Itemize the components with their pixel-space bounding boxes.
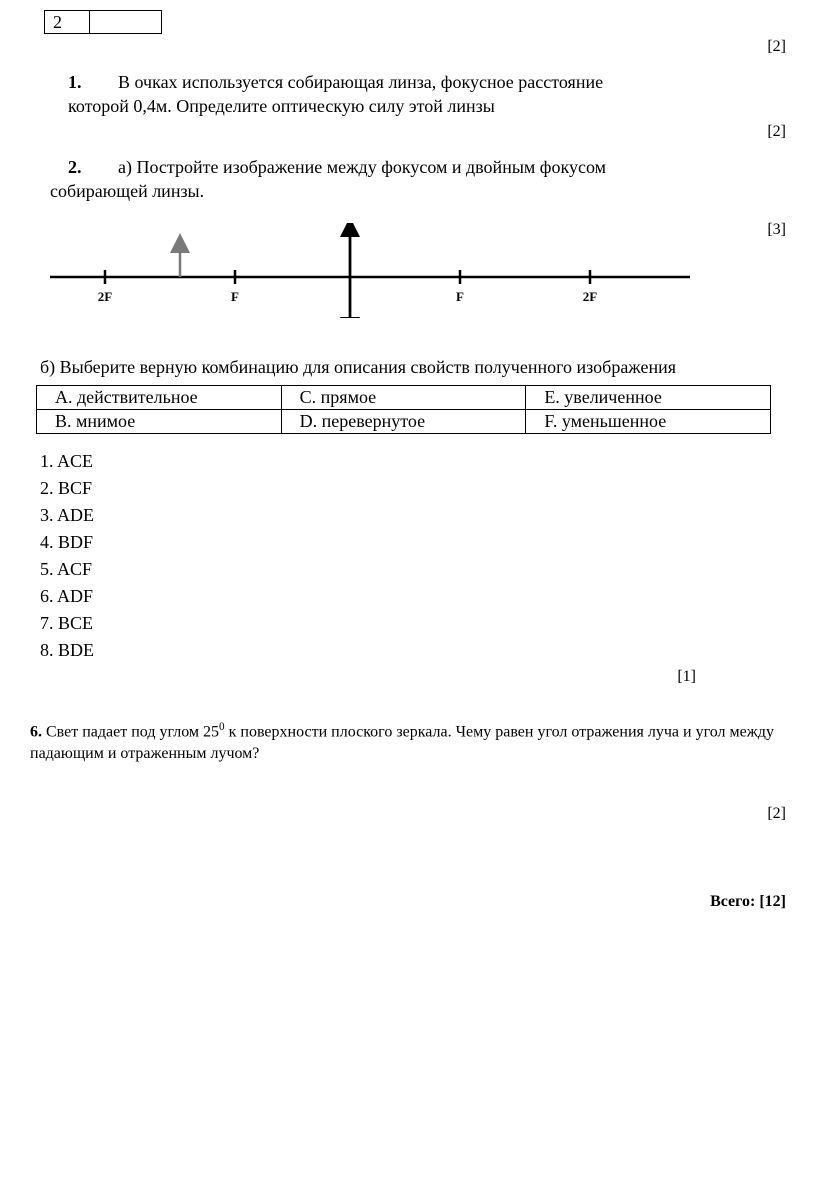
q1-line1: В очках используется собирающая линза, ф… bbox=[118, 72, 603, 92]
cell-b: B. мнимое bbox=[37, 410, 282, 434]
q2-line2: собирающей линзы. bbox=[50, 181, 204, 201]
svg-text:F: F bbox=[456, 289, 464, 304]
cell-d: D. перевернутое bbox=[281, 410, 526, 434]
q2-num: 2. bbox=[68, 155, 118, 179]
option-4: 4. BDF bbox=[40, 529, 786, 556]
q2-line1: а) Постройте изображение между фокусом и… bbox=[118, 157, 606, 177]
q1-line2: которой 0,4м. Определите оптическую силу… bbox=[68, 96, 495, 116]
header-cell-right bbox=[89, 11, 161, 33]
cell-c: C. прямое bbox=[281, 386, 526, 410]
q6-text1: Свет падает под углом 25 bbox=[42, 724, 219, 741]
option-7: 7. BCE bbox=[40, 610, 786, 637]
lens-diagram: 2F F F 2F bbox=[40, 223, 700, 323]
points-2: [2] bbox=[30, 123, 786, 141]
cell-e: E. увеличенное bbox=[526, 386, 771, 410]
option-2: 2. BCF bbox=[40, 475, 786, 502]
question-2b: б) Выберите верную комбинацию для описан… bbox=[40, 355, 786, 379]
option-1: 1. ACE bbox=[40, 448, 786, 475]
points-1: [2] bbox=[30, 38, 786, 56]
cell-a: A. действительное bbox=[37, 386, 282, 410]
svg-text:2F: 2F bbox=[98, 289, 113, 304]
points-5: [2] bbox=[30, 805, 786, 823]
q6-num: 6. bbox=[30, 724, 42, 741]
table-row: B. мнимое D. перевернутое F. уменьшенное bbox=[37, 410, 771, 434]
total-points: Всего: [12] bbox=[30, 893, 786, 911]
answer-options: 1. ACE 2. BCF 3. ADE 4. BDF 5. ACF 6. AD… bbox=[40, 448, 786, 664]
points-4: [1] bbox=[30, 668, 696, 686]
properties-table: A. действительное C. прямое E. увеличенн… bbox=[36, 385, 771, 434]
header-cell-left: 2 bbox=[45, 11, 89, 33]
cell-f: F. уменьшенное bbox=[526, 410, 771, 434]
question-6: 6. Свет падает под углом 250 к поверхнос… bbox=[30, 720, 786, 765]
option-8: 8. BDE bbox=[40, 637, 786, 664]
points-3: [3] bbox=[700, 221, 786, 239]
header-box: 2 bbox=[44, 10, 162, 34]
option-5: 5. ACF bbox=[40, 556, 786, 583]
q1-num: 1. bbox=[68, 70, 118, 94]
option-6: 6. ADF bbox=[40, 583, 786, 610]
question-2: 2.а) Постройте изображение между фокусом… bbox=[50, 155, 786, 204]
svg-text:F: F bbox=[231, 289, 239, 304]
table-row: A. действительное C. прямое E. увеличенн… bbox=[37, 386, 771, 410]
svg-text:2F: 2F bbox=[583, 289, 598, 304]
option-3: 3. ADE bbox=[40, 502, 786, 529]
question-1: 1.В очках используется собирающая линза,… bbox=[68, 70, 786, 119]
